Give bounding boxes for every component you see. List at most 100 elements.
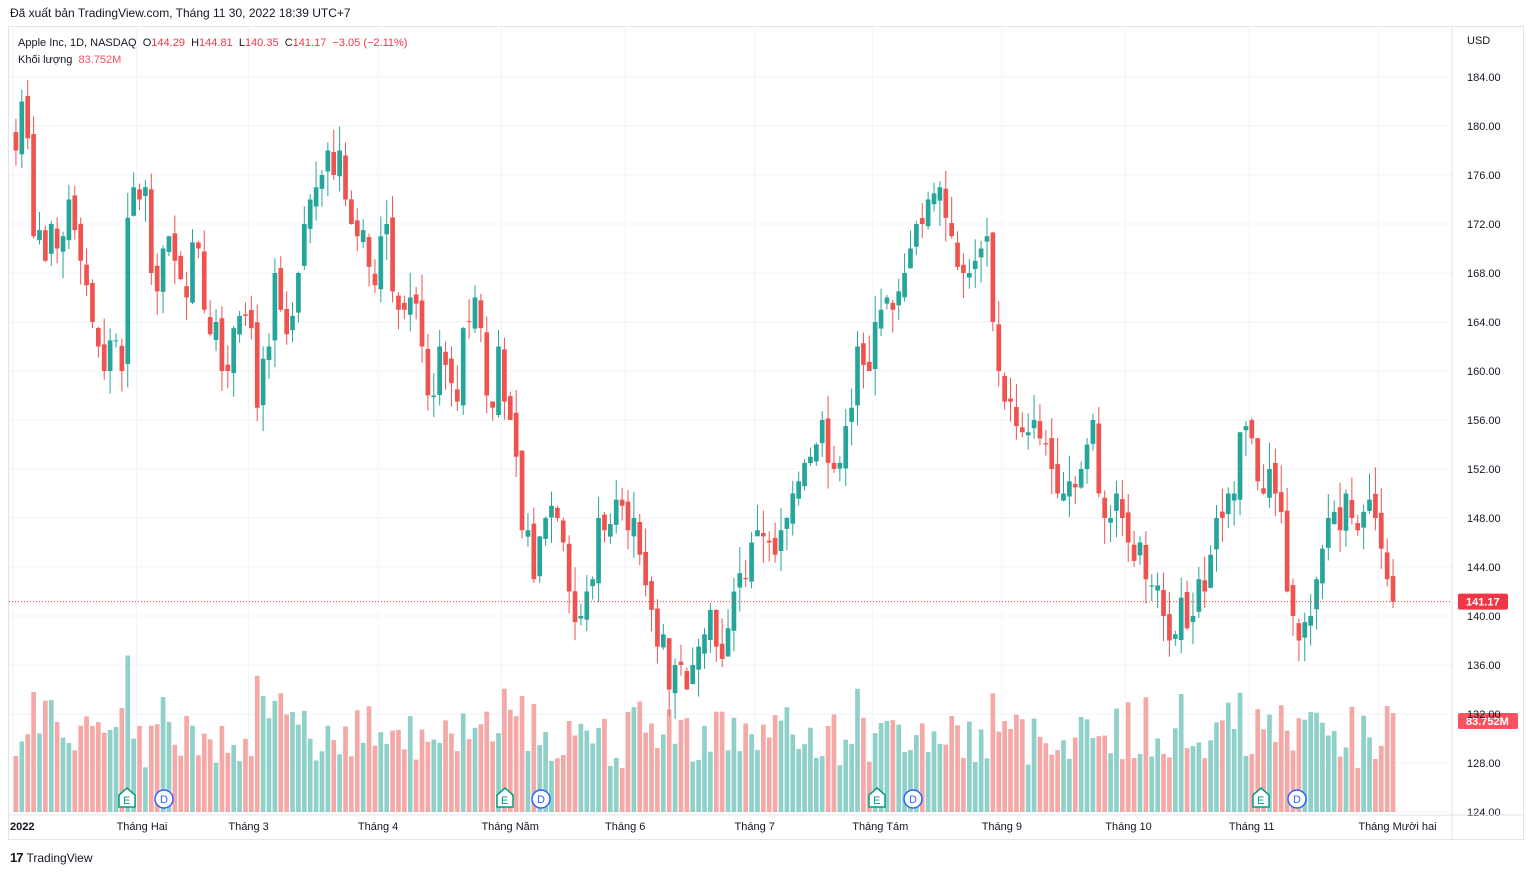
volume-bar [1002, 720, 1007, 812]
candle-body [148, 189, 154, 273]
volume-bar [525, 750, 531, 812]
tradingview-brand[interactable]: 17 TradingView [10, 850, 93, 865]
candle-body [937, 187, 943, 201]
volume-bar [731, 717, 737, 812]
candle-body [896, 291, 902, 306]
volume-bar [95, 722, 101, 812]
candle-body [790, 493, 796, 524]
volume-bar [1349, 706, 1355, 812]
y-tick-label: 148.00 [1467, 513, 1501, 525]
volume-bar [919, 723, 925, 812]
candle-body [402, 302, 407, 310]
volume-bar [343, 726, 348, 812]
candle-body [1290, 585, 1296, 616]
volume-bar [884, 721, 890, 812]
volume-bar [1055, 750, 1060, 812]
volume-bar [572, 735, 578, 812]
candle-body [396, 295, 401, 310]
volume-bar [160, 697, 166, 812]
candle-body [1137, 542, 1143, 556]
candle-body [772, 537, 778, 555]
volume-bar [690, 761, 696, 812]
candle-body [961, 264, 966, 273]
volume-bar [507, 709, 513, 812]
volume-bar [390, 730, 395, 812]
y-tick-label: 144.00 [1467, 562, 1501, 574]
candle-body [1331, 511, 1337, 525]
volume-bar [560, 755, 566, 812]
volume-bar [66, 742, 72, 812]
candle-body [972, 260, 978, 270]
candle-body [619, 499, 625, 506]
candle-body [296, 273, 301, 313]
dividend-label: D [909, 794, 917, 806]
candle-body [1190, 616, 1196, 623]
low-label: L [238, 37, 245, 49]
candle-body [678, 661, 684, 665]
earnings-icon [496, 787, 514, 808]
y-tick-label: 172.00 [1467, 219, 1501, 231]
volume-bar [684, 718, 690, 812]
volume-bar [937, 744, 943, 812]
candle-body [584, 591, 590, 620]
candle-body [643, 551, 648, 586]
volume-bar [266, 718, 272, 812]
volume-bar [631, 707, 637, 812]
volume-bar [955, 725, 960, 812]
volume-bar [37, 733, 42, 812]
volume-label: Khối lượng [18, 54, 73, 66]
candle-body [443, 351, 448, 365]
volume-bar [914, 735, 919, 812]
candle-body [349, 199, 354, 224]
high-value: 144.81 [199, 37, 233, 49]
volume-bar [660, 734, 666, 812]
volume-badge-text: 83.752M [1466, 716, 1509, 728]
volume-bar [402, 749, 407, 812]
candle-body [796, 481, 802, 499]
candle-body [543, 518, 548, 539]
candle-body [1002, 376, 1007, 402]
volume-bar [1243, 755, 1249, 812]
candle-body [966, 273, 972, 278]
y-tick-label: 128.00 [1467, 758, 1501, 770]
volume-bar [761, 724, 766, 812]
volume-bar [737, 751, 743, 812]
volume-bar [866, 761, 872, 812]
candle-body [1108, 518, 1113, 523]
candle-body [1249, 420, 1255, 439]
earnings-icon [1252, 787, 1270, 808]
earnings-label: E [501, 795, 508, 807]
volume-bar [1196, 742, 1202, 812]
volume-bar [1096, 736, 1102, 812]
dividend-label: D [160, 794, 168, 806]
volume-bar [1008, 729, 1013, 812]
candle-body [943, 188, 949, 218]
candle-body [254, 322, 260, 408]
volume-bar [449, 733, 454, 812]
volume-bar [649, 723, 654, 812]
volume-bar [384, 743, 390, 812]
candle-body [631, 518, 637, 537]
candle-body [1037, 421, 1043, 439]
candle-body [1343, 493, 1349, 531]
candle-body [1255, 438, 1261, 482]
candle-body [125, 217, 131, 365]
candle-body [237, 315, 242, 335]
candle-body [1102, 497, 1108, 518]
candle-body [1208, 554, 1213, 588]
candle-body [207, 317, 213, 335]
volume-bar [296, 724, 301, 812]
volume-bar [1220, 720, 1225, 812]
candle-body [1214, 518, 1219, 550]
volume-bar [196, 755, 201, 812]
candle-body [425, 348, 431, 396]
volume-bar [796, 748, 802, 812]
candle-body [119, 345, 125, 371]
candle-body [490, 401, 495, 408]
candle-body [890, 302, 896, 310]
candle-body [1184, 592, 1190, 629]
volume-bar [1237, 692, 1243, 812]
candle-body [1308, 616, 1314, 626]
volume-bar [190, 725, 195, 812]
